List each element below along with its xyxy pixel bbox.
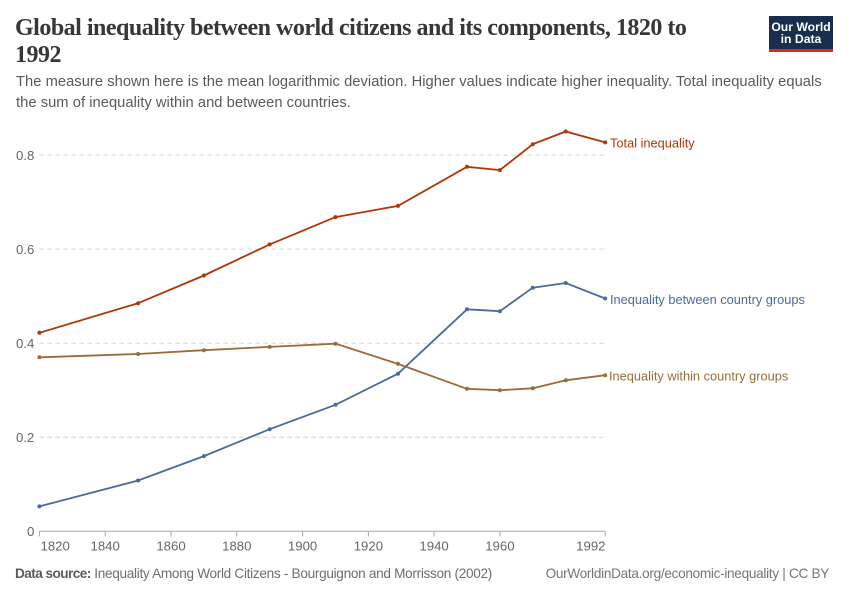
svg-text:0.4: 0.4: [16, 336, 34, 351]
svg-text:Inequality between country gro: Inequality between country groups: [610, 292, 805, 307]
svg-text:1920: 1920: [354, 539, 383, 554]
svg-text:0: 0: [27, 524, 34, 539]
svg-text:1940: 1940: [419, 539, 448, 554]
svg-text:1840: 1840: [91, 539, 120, 554]
svg-text:0.2: 0.2: [16, 430, 34, 445]
svg-text:1820: 1820: [41, 539, 70, 554]
svg-text:Inequality within country grou: Inequality within country groups: [609, 369, 788, 384]
svg-text:Total inequality: Total inequality: [610, 136, 695, 151]
svg-text:0.8: 0.8: [16, 148, 34, 163]
svg-text:1900: 1900: [288, 539, 317, 554]
svg-text:1880: 1880: [222, 539, 251, 554]
svg-text:1960: 1960: [485, 539, 514, 554]
svg-text:1992: 1992: [576, 539, 605, 554]
svg-text:0.6: 0.6: [16, 242, 34, 257]
svg-text:1860: 1860: [156, 539, 185, 554]
